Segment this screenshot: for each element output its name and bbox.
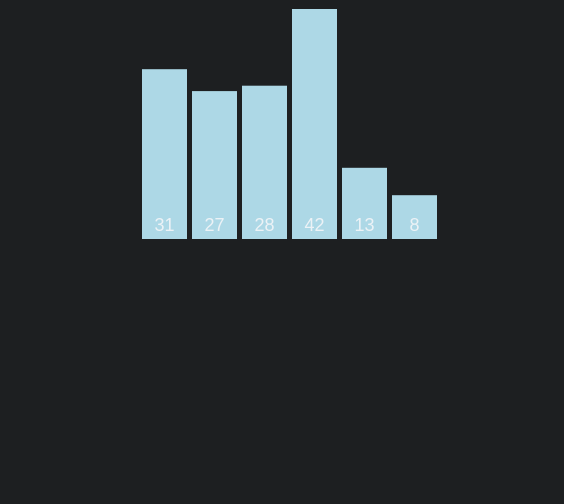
bar-4 [292,9,337,239]
bar-1 [142,69,187,239]
value-labels-group: 31 27 28 42 13 8 [154,215,419,235]
bars-group [142,9,437,239]
bar-value-label-6: 8 [409,215,419,235]
bar-value-label-2: 27 [204,215,224,235]
bar-3 [242,85,287,239]
bar-6 [392,195,437,239]
bar-value-label-3: 28 [254,215,274,235]
bar-value-label-1: 31 [154,215,174,235]
bar-value-label-4: 42 [304,215,324,235]
bar-5 [342,167,387,239]
bar-2 [192,91,237,239]
bar-value-label-5: 13 [354,215,374,235]
